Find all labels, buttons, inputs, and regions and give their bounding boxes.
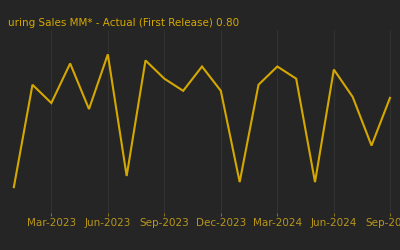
Text: uring Sales MM* - Actual (First Release) 0.80: uring Sales MM* - Actual (First Release)… [8, 18, 239, 28]
